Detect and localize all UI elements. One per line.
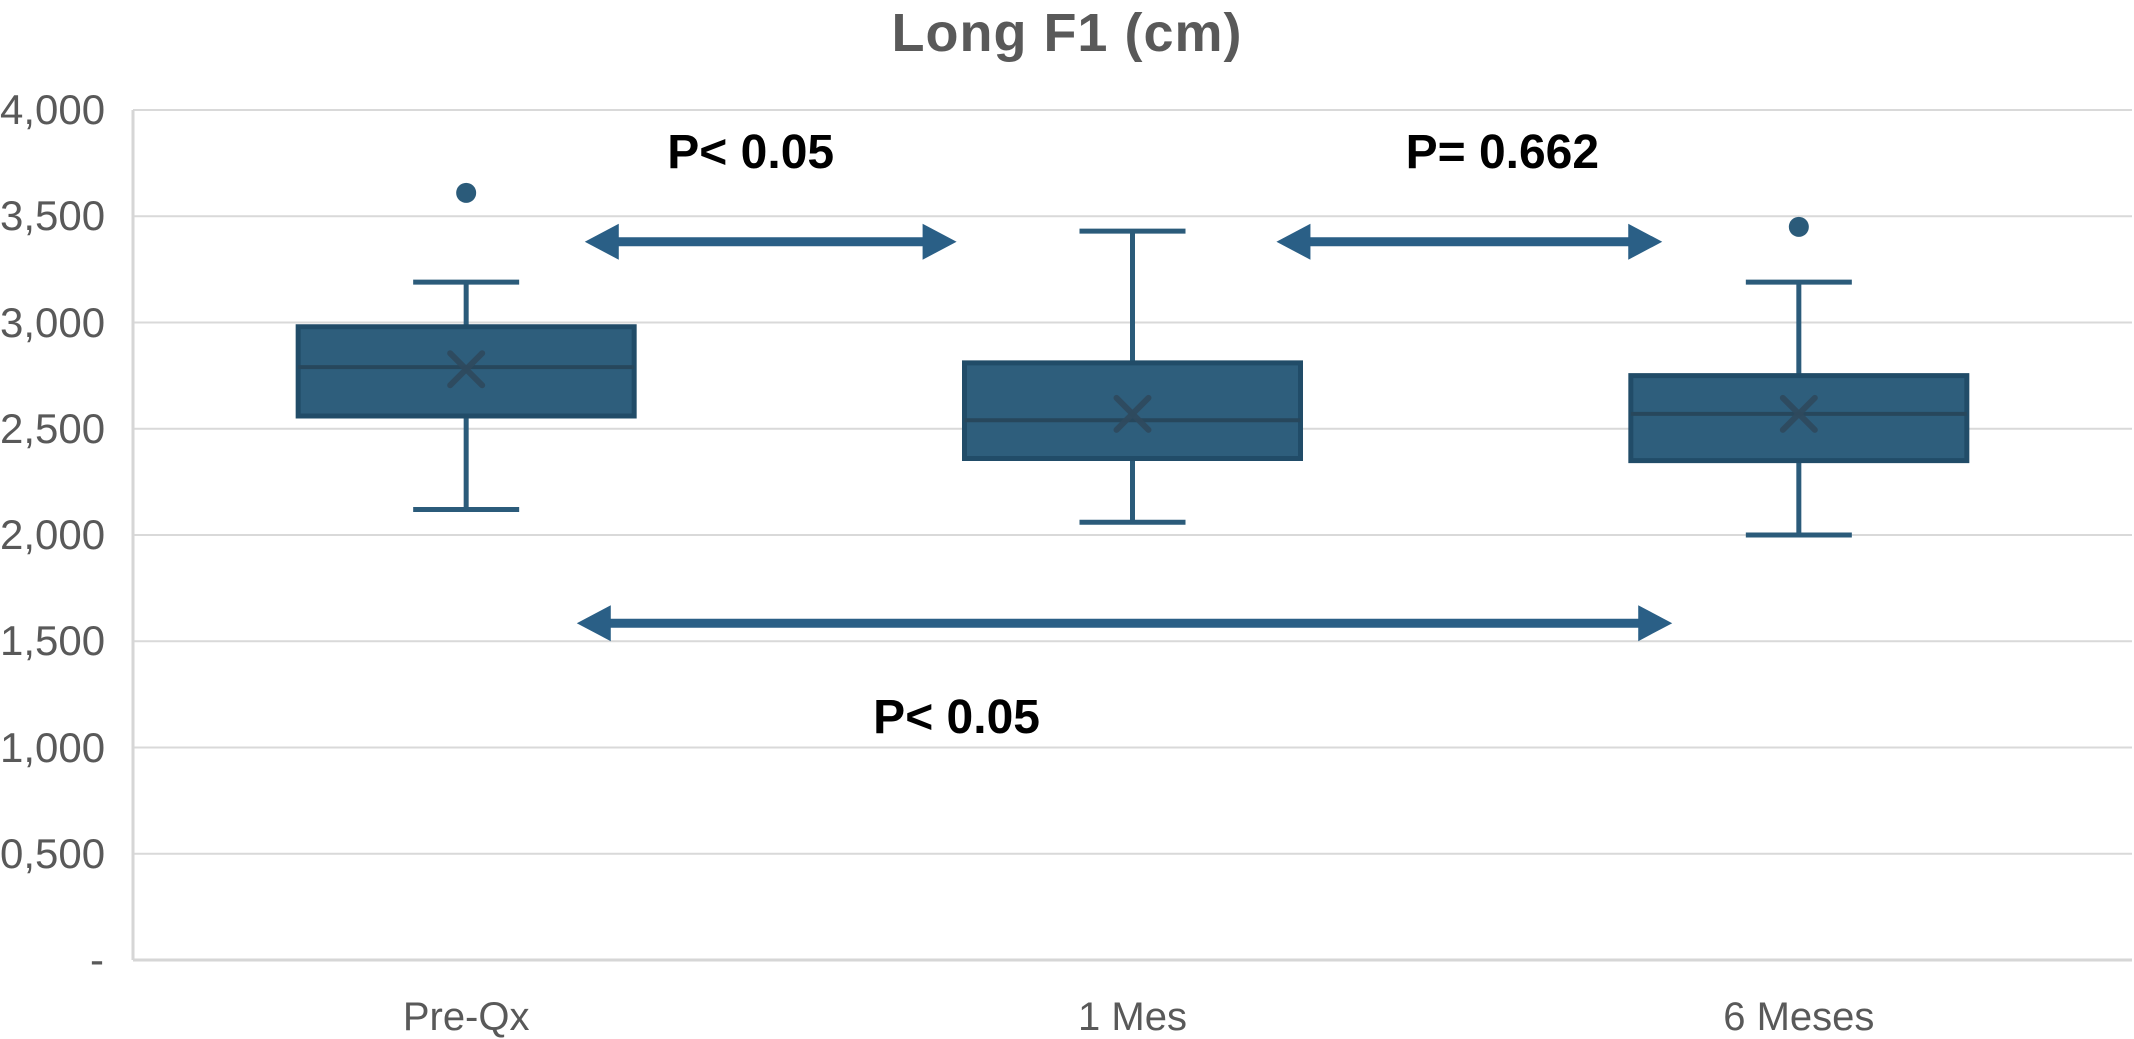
p-value-label-pre-qx-vs-1-mes: P< 0.05 [667,125,835,179]
x-axis-category-label-1-mes: 1 Mes [1078,995,1187,1039]
p-value-label-pre-qx-vs-6-meses: P< 0.05 [873,690,1040,744]
y-axis-tick-label: 3,500 [0,192,106,240]
significance-arrow [1276,223,1663,260]
iqr-box [1628,373,1970,464]
y-axis-tick-label: - [90,936,104,983]
y-axis-tick-label: 2,000 [0,511,106,558]
y-axis-tick-label: 1,500 [0,617,106,665]
boxplot-1-mes [962,228,1303,525]
mean-marker-x [1113,394,1152,433]
boxplot-pre-qx [295,182,637,512]
y-axis-tick-label: 1,000 [0,723,106,771]
arrow-head-left [1276,223,1311,260]
y-axis-tick-label: 4,000 [0,86,106,133]
mean-marker-x [447,350,486,389]
mean-marker-x [1779,394,1818,433]
significance-arrow [584,223,957,260]
arrow-head-right [1628,223,1663,260]
y-axis-tick-label: 2,500 [0,404,106,452]
chart-title: Long F1 (cm) [891,3,1243,63]
y-axis-tick-label: 3,000 [0,298,106,346]
outlier-point [456,182,477,203]
significance-arrow [576,605,1673,642]
outlier-point [1788,216,1809,237]
x-axis-category-label-pre-qx: Pre-Qx [402,995,530,1039]
y-axis-tick-label: 0,500 [0,829,106,877]
boxplot-6-meses [1628,216,1970,538]
arrow-head-right [922,223,957,260]
arrow-head-left [584,223,619,260]
arrow-head-right [1638,605,1673,642]
p-value-label-1-mes-vs-6-meses: P= 0.662 [1405,125,1600,179]
x-axis-category-label-6-meses: 6 Meses [1723,995,1875,1039]
arrow-head-left [576,605,611,642]
